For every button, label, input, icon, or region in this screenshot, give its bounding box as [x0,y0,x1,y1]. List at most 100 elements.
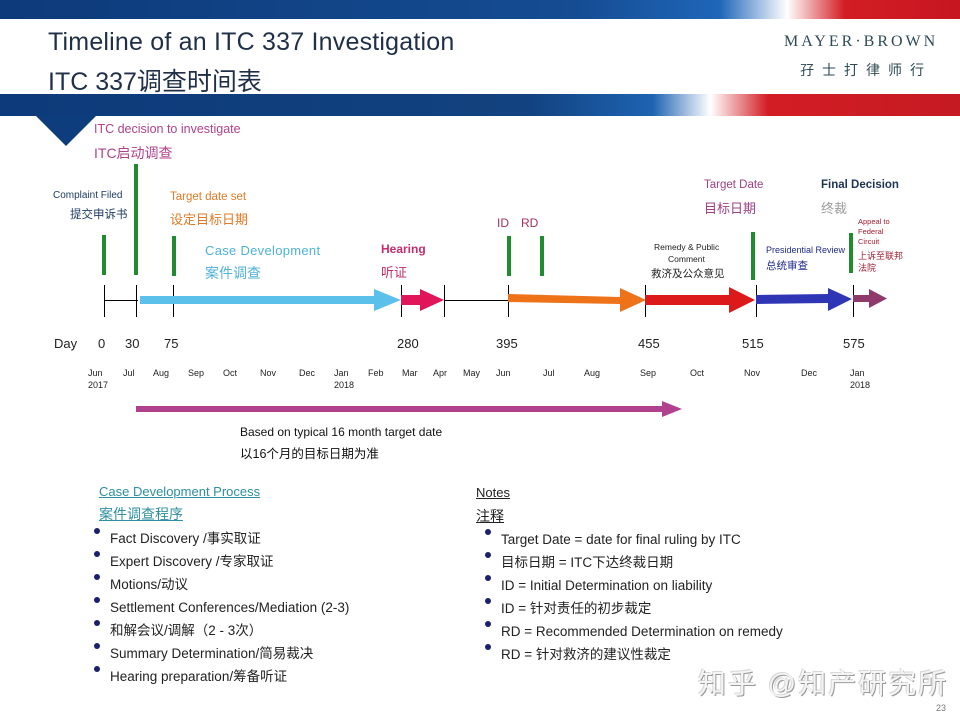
rd-marker [540,236,544,276]
target-date-set-label-en: Target date set [170,191,247,203]
target-span-arrow [136,401,682,417]
list-item-text: Summary Determination/简易裁决 [110,646,314,661]
day-value: 575 [843,336,865,351]
case-development-label-en: Case Development [205,243,321,258]
bullet-icon [94,643,100,649]
id-marker [507,236,511,276]
list-item-text: RD = Recommended Determination on remedy [501,624,783,639]
month-label: Jan [334,368,349,378]
month-label: Mar [402,368,418,378]
month-label: Jan [850,368,865,378]
month-label: Dec [299,368,316,378]
timeline-line-segment [444,300,510,301]
bullet-icon [94,528,100,534]
target-date-label-zh: 目标日期 [704,201,757,216]
appeal-label-en-1: Appeal to [858,217,890,226]
month-label: Jun [496,368,511,378]
list-item-text: Motions/动议 [110,577,189,592]
case-process-title-zh: 案件调查程序 [99,506,183,522]
month-label: Nov [260,368,277,378]
list-item: ID = Initial Determination on liability [485,573,783,596]
itc-decision-label-zh: ITC启动调查 [94,145,173,161]
month-label: Sep [188,368,205,378]
rd-label: RD [521,216,539,230]
month-label: Feb [368,368,384,378]
list-item: 和解会议/调解（2 - 3次） [94,618,349,641]
list-item-text: Hearing preparation/筹备听证 [110,669,288,684]
list-item: Settlement Conferences/Mediation (2-3) [94,595,349,618]
appeal-label-en: Appeal to Federal Circuit [858,217,890,247]
post-hearing-arrow [508,288,646,312]
presidential-review-label-en: Presidential Review [766,245,846,255]
target-date-label-en: Target Date [704,179,764,191]
month-label: Aug [584,368,601,378]
month-label: Oct [690,368,705,378]
year-label: 2018 [334,380,355,390]
year-label: 2017 [88,380,109,390]
case-process-list: Fact Discovery /事实取证 Expert Discovery /专… [94,526,349,687]
month-label: Oct [223,368,238,378]
list-item-text: Settlement Conferences/Mediation (2-3) [110,600,350,615]
logo-zh: 孖士打律师行 [800,64,932,79]
list-item-text: Target Date = date for final ruling by I… [501,532,741,547]
appeal-label-zh-2: 法院 [858,263,877,273]
target-date-set-label-zh: 设定目标日期 [170,212,249,227]
page-number: 23 [936,703,947,713]
list-item: Target Date = date for final ruling by I… [485,527,783,550]
complaint-filed-label-zh: 提交申诉书 [70,209,128,221]
list-item-text: Expert Discovery /专家取证 [110,554,274,569]
bullet-icon [485,529,491,535]
appeal-label-zh: 上诉至联邦 法院 [858,250,903,274]
notes-list: Target Date = date for final ruling by I… [485,527,783,665]
top-color-band [0,0,960,19]
appeal-label-zh-1: 上诉至联邦 [858,251,904,261]
bullet-icon [94,574,100,580]
appeal-label-en-3: Circuit [858,237,880,246]
list-item: Fact Discovery /事实取证 [94,526,349,549]
bullet-icon [485,552,491,558]
case-development-label-zh: 案件调查 [205,265,261,281]
appeal-label-en-2: Federal [858,227,884,236]
month-label: May [463,368,481,378]
final-decision-label-zh: 终裁 [821,201,848,216]
appeal-arrow [853,289,887,308]
timeline-line-segment [104,300,138,301]
hearing-arrow [401,289,444,311]
logo-en: MAYER·BROWN [784,33,939,50]
list-item: Expert Discovery /专家取证 [94,549,349,572]
target-date-set-marker [172,236,176,276]
month-label: Aug [153,368,170,378]
target-span-label-zh: 以16个月的目标日期为准 [240,447,379,461]
bullet-icon [94,666,100,672]
middle-color-band [0,94,960,116]
triangle-marker-icon [36,116,96,146]
day-value: 280 [397,336,419,351]
itc-decision-label-en: ITC decision to investigate [94,122,241,136]
final-decision-label-en: Final Decision [821,179,899,191]
month-label: Jul [543,368,555,378]
bullet-icon [485,644,491,650]
presidential-review-label-zh: 总统审查 [766,260,808,272]
timeline-tick-day-0 [104,285,105,317]
id-label: ID [497,216,509,230]
list-item: Motions/动议 [94,572,349,595]
list-item: ID = 针对责任的初步裁定 [485,596,783,619]
remedy-arrow [645,287,755,313]
list-item-text: 目标日期 = ITC下达终裁日期 [501,555,674,570]
itc-decision-marker [134,164,138,275]
bullet-icon [485,598,491,604]
list-item: Hearing preparation/筹备听证 [94,664,349,687]
target-span-label-en: Based on typical 16 month target date [240,425,443,439]
remedy-comment-label-en-2: Comment [668,254,705,264]
bullet-icon [94,551,100,557]
year-label: 2018 [850,380,871,390]
bullet-icon [485,621,491,627]
list-item: RD = 针对救济的建议性裁定 [485,642,783,665]
timeline-tick-day-30 [136,285,137,317]
bullet-icon [485,575,491,581]
hearing-label-en: Hearing [381,242,426,256]
day-value: 455 [638,336,660,351]
day-value: 30 [125,336,140,351]
list-item-text: Fact Discovery /事实取证 [110,531,261,546]
watermark: 知乎 @知产研究所 [698,668,949,699]
